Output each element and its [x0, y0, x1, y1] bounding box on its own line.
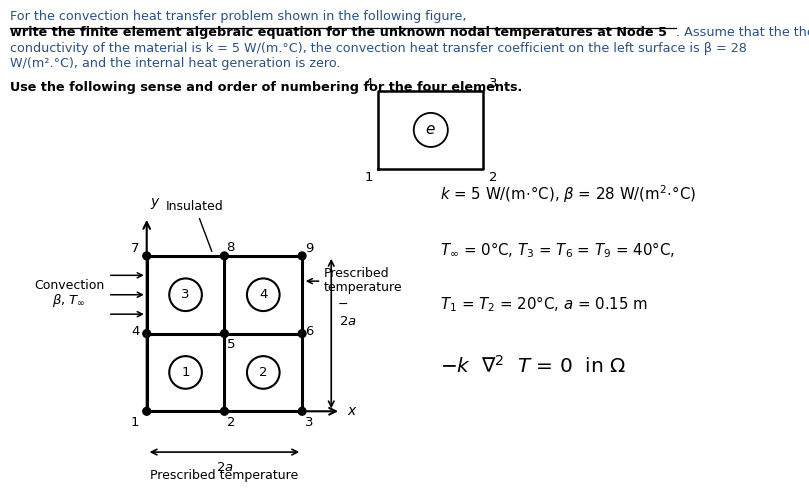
Text: conductivity of the material is k = 5 W/(m.°C), the convection heat transfer coe: conductivity of the material is k = 5 W/… [10, 42, 747, 54]
Text: $e$: $e$ [426, 122, 436, 138]
Text: 9: 9 [305, 243, 313, 255]
Circle shape [143, 330, 150, 338]
Circle shape [299, 252, 306, 260]
Text: $T_1$ = $T_2$ = 20$\degree$C, $a$ = 0.15 m: $T_1$ = $T_2$ = 20$\degree$C, $a$ = 0.15… [440, 295, 648, 314]
Text: $2a$: $2a$ [339, 315, 357, 329]
Text: temperature: temperature [324, 281, 402, 294]
Text: 2: 2 [259, 366, 268, 379]
Text: 3: 3 [305, 416, 313, 430]
Text: 1: 1 [131, 416, 139, 430]
Text: Prescribed temperature: Prescribed temperature [150, 469, 299, 482]
Text: $2a$: $2a$ [215, 461, 233, 474]
Text: write the finite element algebraic equation for the unknown nodal temperatures a: write the finite element algebraic equat… [10, 26, 667, 39]
Text: $x$: $x$ [347, 404, 358, 418]
Text: 5: 5 [227, 338, 235, 351]
Text: 2: 2 [489, 171, 498, 184]
Text: Prescribed: Prescribed [324, 267, 389, 280]
Text: 2: 2 [227, 416, 235, 430]
Circle shape [299, 330, 306, 338]
Text: 1: 1 [364, 171, 373, 184]
Text: 1: 1 [181, 366, 190, 379]
Text: W/(m².°C), and the internal heat generation is zero.: W/(m².°C), and the internal heat generat… [10, 57, 341, 70]
Text: 4: 4 [364, 77, 373, 90]
Text: $T_\infty$ = 0$\degree$C, $T_3$ = $T_6$ = $T_9$ = 40$\degree$C,: $T_\infty$ = 0$\degree$C, $T_3$ = $T_6$ … [440, 241, 676, 260]
Text: −: − [338, 298, 349, 311]
Text: Convection: Convection [34, 279, 104, 292]
Text: $\beta$, $T_\infty$: $\beta$, $T_\infty$ [52, 292, 86, 309]
Text: $k$ = 5 W/(m$\cdot$$\degree$C), $\beta$ = 28 W/(m$^2$$\cdot$$\degree$C): $k$ = 5 W/(m$\cdot$$\degree$C), $\beta$ … [440, 184, 697, 205]
Text: 3: 3 [181, 288, 190, 301]
Text: 8: 8 [226, 241, 234, 254]
Text: Insulated: Insulated [166, 200, 224, 251]
Circle shape [221, 407, 228, 415]
Text: Use the following sense and order of numbering for the four elements.: Use the following sense and order of num… [10, 81, 522, 94]
Text: For the convection heat transfer problem shown in the following figure,: For the convection heat transfer problem… [10, 10, 466, 23]
Text: 3: 3 [489, 77, 498, 90]
Text: 4: 4 [259, 288, 268, 301]
Text: 6: 6 [305, 325, 313, 338]
Text: $y$: $y$ [150, 196, 160, 211]
Circle shape [221, 330, 228, 338]
Text: 4: 4 [131, 325, 139, 338]
Text: . Assume that the thermal: . Assume that the thermal [676, 26, 809, 39]
Circle shape [143, 252, 150, 260]
Circle shape [143, 407, 150, 415]
Text: 7: 7 [131, 243, 139, 255]
Circle shape [221, 252, 228, 260]
Text: $-k$  $\nabla^2$  $T$ = 0  in $\Omega$: $-k$ $\nabla^2$ $T$ = 0 in $\Omega$ [440, 355, 626, 377]
Circle shape [299, 407, 306, 415]
